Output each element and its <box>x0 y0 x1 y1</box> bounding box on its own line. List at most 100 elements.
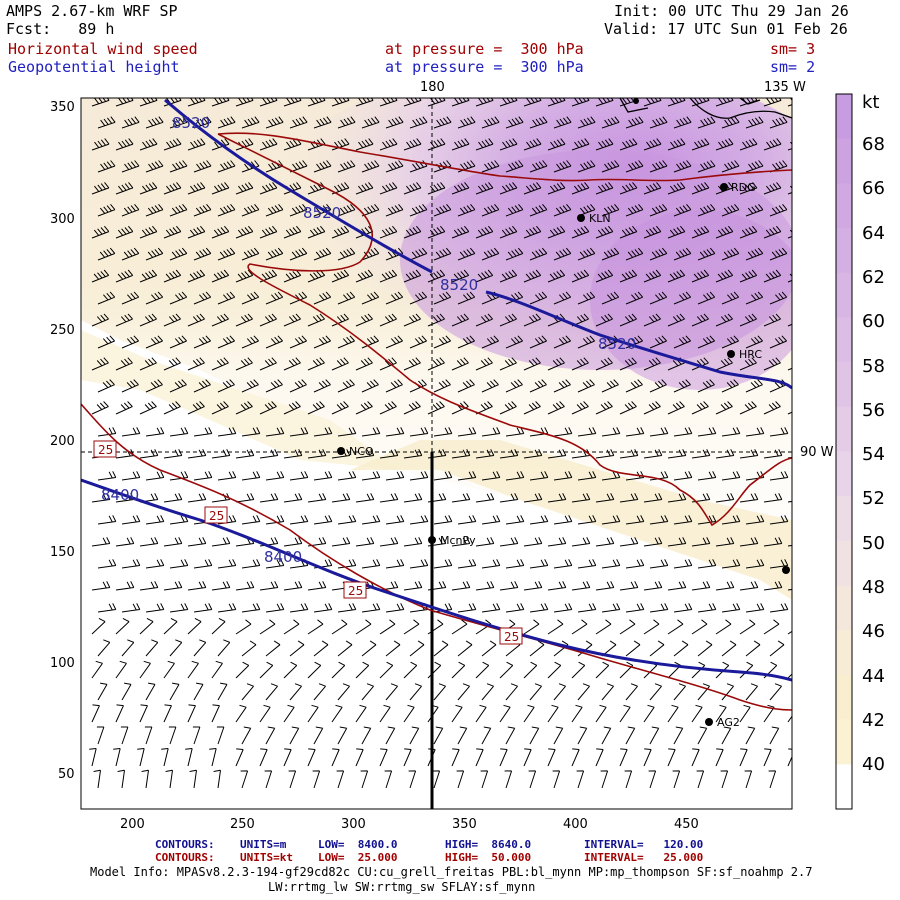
wind-barb <box>139 138 158 151</box>
wind-barb <box>163 537 183 547</box>
wind-barb <box>547 269 566 283</box>
wind-barb <box>337 116 356 129</box>
wind-barb <box>241 640 257 657</box>
wind-barb <box>547 493 567 503</box>
wind-barb <box>145 603 165 613</box>
wind-barb <box>643 313 661 327</box>
coastline <box>619 98 792 119</box>
wind-barb <box>139 581 159 591</box>
wind-barb <box>769 116 788 129</box>
wind-barb <box>769 335 787 349</box>
colorbar-label: 40 <box>862 754 885 775</box>
wind-barb <box>97 247 116 261</box>
wind-barb <box>331 225 350 239</box>
wind-barb <box>715 619 732 635</box>
wind-barb <box>283 401 301 415</box>
wind-barb <box>337 471 357 481</box>
wind-barb <box>691 225 710 239</box>
wind-barb <box>619 704 631 723</box>
wind-barb <box>193 427 213 437</box>
wind-barb <box>667 225 686 239</box>
wind-barb <box>475 138 494 151</box>
wind-barb <box>547 537 567 547</box>
wind-barb <box>283 138 302 151</box>
wind-barb <box>193 639 207 657</box>
wind-barb <box>577 559 597 569</box>
wind-barb <box>235 357 253 371</box>
wind-barb <box>571 225 590 239</box>
wind-barb <box>265 603 285 613</box>
wind-barb <box>457 335 475 349</box>
wind-barb <box>553 291 572 305</box>
wind-barb <box>385 471 405 481</box>
wind-barb <box>697 427 717 437</box>
wind-barb <box>794 471 812 480</box>
wind-barb <box>571 401 589 415</box>
wind-barb <box>529 683 542 701</box>
wind-barb <box>433 335 451 349</box>
wind-barb <box>696 770 705 789</box>
wind-barb <box>121 247 140 261</box>
wind-barb <box>97 639 111 657</box>
wind-barb <box>331 98 350 107</box>
colorbar-label: 52 <box>862 488 885 509</box>
wind-barb <box>193 203 212 217</box>
wind-barb <box>744 770 753 789</box>
wind-barb <box>427 661 442 679</box>
wind-barb <box>763 537 783 547</box>
wind-barb <box>571 581 591 591</box>
wind-barb <box>121 639 135 657</box>
wind-barb <box>283 661 298 679</box>
wind-barb <box>313 116 332 129</box>
wind-barb <box>217 379 235 393</box>
colorbar-swatch <box>836 138 852 184</box>
wind-barb <box>721 335 739 349</box>
wind-barb <box>475 493 495 503</box>
wind-barb <box>259 225 278 239</box>
wind-barb <box>529 559 549 569</box>
wind-barb <box>289 247 308 261</box>
wind-barb <box>673 247 692 261</box>
wind-barb <box>409 116 428 129</box>
wind-barb <box>217 471 237 481</box>
wind-barb <box>379 661 394 679</box>
wind-barb <box>523 493 543 503</box>
wind-barb <box>355 98 374 107</box>
wind-barb <box>763 619 780 635</box>
wind-barb <box>643 98 662 107</box>
wind-barb <box>769 247 788 261</box>
wind-barb <box>739 313 757 327</box>
meridian-label-90w: 90 W <box>800 445 834 460</box>
wind-barb <box>313 683 326 701</box>
wind-barb <box>265 726 276 745</box>
wind-barb <box>475 581 495 591</box>
y-tick: 50 <box>58 767 75 782</box>
wind-barb <box>89 748 97 767</box>
wind-barb <box>505 247 524 261</box>
wind-barb <box>715 493 735 503</box>
colorbar-label: 44 <box>862 666 885 687</box>
wind-barb <box>355 537 375 547</box>
wind-barb <box>625 116 644 129</box>
wind-barb <box>427 401 445 415</box>
wind-barb <box>475 748 484 767</box>
wind-barb <box>91 313 109 327</box>
wind-barb <box>265 427 285 437</box>
wind-barb <box>121 203 140 217</box>
wind-barb <box>163 617 178 635</box>
wind-barb <box>547 619 564 635</box>
wind-barb <box>211 138 230 151</box>
wind-barb <box>625 160 644 173</box>
wind-barb <box>715 748 724 767</box>
wind-barb <box>355 449 375 459</box>
wind-barb <box>313 726 324 745</box>
wind-barb <box>289 683 302 701</box>
wind-barb <box>794 427 812 436</box>
wind-barb <box>145 682 156 701</box>
wind-barb <box>529 203 548 217</box>
wind-barb <box>481 379 499 393</box>
wind-barb <box>505 603 525 613</box>
wind-barb <box>673 291 692 305</box>
wind-barb <box>331 313 349 327</box>
wind-barb <box>499 357 517 371</box>
